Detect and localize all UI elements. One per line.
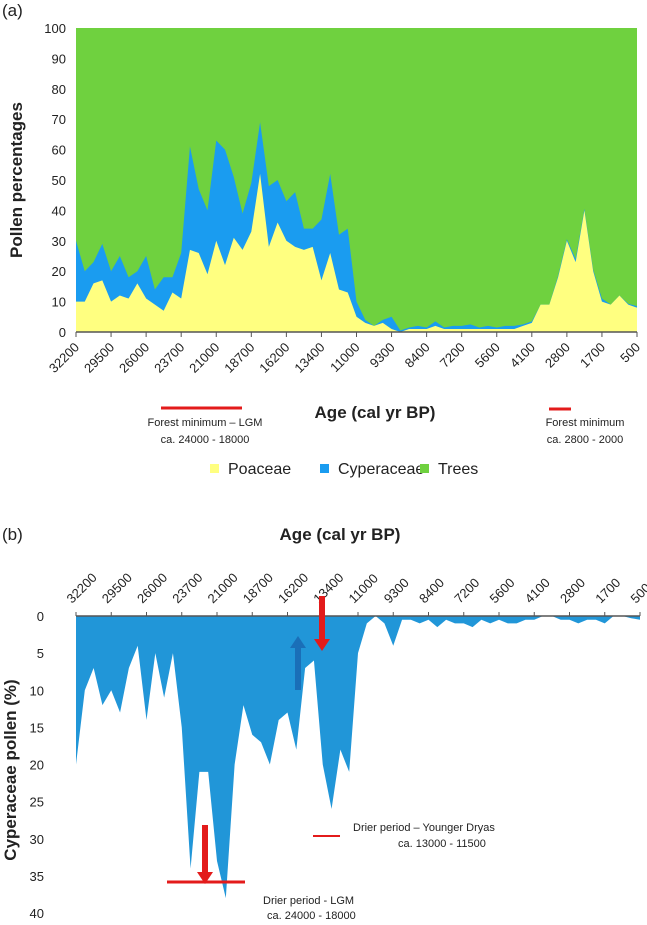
y-tick-label-a: 90 [52,51,66,66]
y-tick-label-a: 80 [52,82,66,97]
x-tick-label-b: 11000 [346,571,381,606]
x-tick-label-b: 18700 [240,570,276,606]
x-tick-label-b: 26000 [134,570,170,606]
x-tick-label-a: 500 [617,340,643,366]
x-tick-label-a: 18700 [221,340,257,376]
x-tick-label-b: 8400 [416,575,447,606]
y-tick-label-a: 60 [52,143,66,158]
y-tick-label-a: 100 [44,21,66,36]
x-tick-label-b: 500 [628,580,647,606]
y-tick-label-b: 20 [30,758,44,773]
y-tick-label-a: 40 [52,203,66,218]
x-tick-label-a: 13400 [291,340,327,376]
x-tick-label-a: 16200 [256,340,292,376]
y-tick-label-b: 40 [30,906,44,921]
x-tick-label-a: 7200 [437,340,468,371]
annotation-forest-min-late-range: ca. 2800 - 2000 [547,434,623,446]
x-tick-label-b: 23700 [169,570,205,606]
x-tick-label-b: 16200 [275,570,311,606]
legend-label-poaceae: Poaceae [228,461,291,478]
x-tick-label-b: 4100 [522,575,553,606]
x-tick-label-b: 13400 [310,570,346,606]
x-tick-label-b: 1700 [592,575,623,606]
x-tick-label-a: 29500 [81,340,117,376]
x-tick-label-a: 9300 [367,340,398,371]
poaceae-area [76,173,637,332]
y-tick-label-a: 70 [52,112,66,127]
legend-label-cyperaceae: Cyperaceae [338,461,424,478]
annotation-younger-dryas: Drier period – Younger Dryas [353,822,495,834]
y-axis-title-b: Cyperaceae pollen (%) [1,679,20,860]
x-axis-title-a: Age (cal yr BP) [315,403,436,422]
annotation-forest-min-lgm-range: ca. 24000 - 18000 [161,434,250,446]
y-tick-label-b: 0 [37,609,44,624]
x-tick-label-b: 32200 [64,570,100,606]
x-tick-label-a: 23700 [151,340,187,376]
x-tick-label-b: 2800 [557,575,588,606]
cyperaceae-area-b [76,616,640,899]
panel-label-b: (b) [2,525,23,544]
annotation-forest-min-lgm: Forest minimum – LGM [148,417,263,429]
x-tick-label-b: 21000 [205,570,241,606]
y-tick-label-b: 5 [37,646,44,661]
x-tick-label-a: 5600 [472,340,503,371]
y-tick-label-b: 25 [30,795,44,810]
y-tick-label-b: 15 [30,720,44,735]
x-tick-label-a: 32200 [46,340,82,376]
x-tick-label-a: 26000 [116,340,152,376]
annotation-drier-lgm: Drier period - LGM [263,895,354,907]
legend-label-trees: Trees [438,461,478,478]
y-axis-title-a: Pollen percentages [7,102,26,258]
legend-swatch-poaceae [210,464,219,473]
annotation-drier-lgm-range: ca. 24000 - 18000 [267,910,356,922]
legend-swatch-trees [420,464,429,473]
x-tick-label-b: 9300 [381,575,412,606]
annotation-younger-dryas-range: ca. 13000 - 11500 [398,838,486,850]
red-arrow-lgm-icon-head [197,872,213,884]
legend-swatch-cyperaceae [320,464,329,473]
y-tick-label-a: 50 [52,173,66,188]
y-tick-label-a: 0 [59,325,66,340]
y-tick-label-b: 30 [30,832,44,847]
x-tick-label-a: 2800 [542,340,573,371]
blue-arrow-icon-head [290,636,306,648]
x-tick-label-a: 8400 [402,340,433,371]
x-tick-label-a: 4100 [507,340,538,371]
y-tick-label-b: 10 [30,683,44,698]
x-tick-label-a: 1700 [577,340,608,371]
red-arrow-younger-dryas-icon-head [314,639,330,651]
x-axis-title-b: Age (cal yr BP) [280,525,401,544]
x-tick-label-b: 5600 [487,575,518,606]
y-tick-label-b: 35 [30,869,44,884]
x-tick-label-b: 7200 [451,575,482,606]
annotation-forest-min-late: Forest minimum [546,417,625,429]
y-tick-label-a: 20 [52,264,66,279]
y-tick-label-a: 30 [52,234,66,249]
x-tick-label-b: 29500 [99,570,135,606]
x-tick-label-a: 21000 [186,340,222,376]
y-tick-label-a: 10 [52,295,66,310]
panel-label-a: (a) [2,1,23,20]
x-tick-label-a: 11000 [327,340,362,375]
